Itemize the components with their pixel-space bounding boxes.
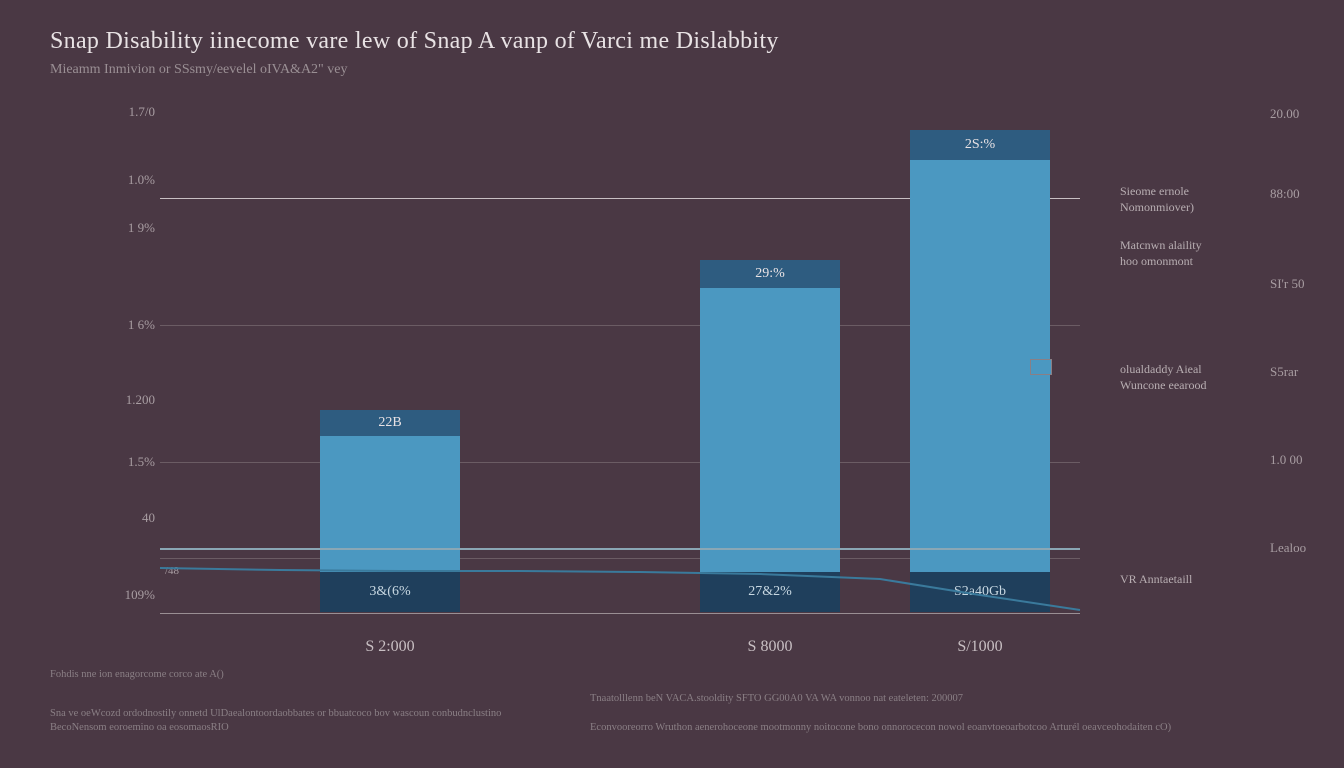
y-left-label: 1.5%	[100, 454, 155, 470]
footnote-left-3: BecoNensom eoroemino oa eosomaosRIO	[50, 721, 229, 735]
footnote-left-2: Sna ve oeWcozd ordodnostily onnetd UlDae…	[50, 707, 501, 721]
legend-swatch	[1030, 359, 1052, 375]
annotation-label: Sieome ernoleNomonmiover)	[1120, 184, 1194, 215]
y-right-label: 88:00	[1270, 186, 1300, 202]
y-right-label: SI'r 50	[1270, 276, 1304, 292]
annotation-label: VR Anntaetaill	[1120, 572, 1192, 588]
footnote-mid-2: Econvooreorro Wruthon aenerohoceone moot…	[590, 721, 1171, 735]
y-left-label: 1.200	[100, 392, 155, 408]
annotation-label: Matcnwn alailityhoo omonmont	[1120, 238, 1202, 269]
footnote-mid-1: Tnaatolllenn beN VACA.stooldity SFTO GG0…	[590, 692, 963, 706]
annotation-label: olualdaddy AiealWuncone eearood	[1120, 362, 1206, 393]
x-axis-label: S/1000	[957, 638, 1002, 656]
y-left-label: 109%	[100, 587, 155, 603]
chart-subtitle: Mieamm Inmivion or SSsmy/eevelel oIVA&A2…	[50, 62, 347, 78]
y-left-label: 1 9%	[100, 220, 155, 236]
y-right-label: S5rar	[1270, 364, 1298, 380]
y-right-label: Lealoo	[1270, 540, 1306, 556]
footnote-left-1: Fohdis nne ion enagorcome corco ate A()	[50, 668, 224, 682]
y-left-label: 1.0%	[100, 172, 155, 188]
plot-area: 1.7/01.0%1 9%1 6%1.2001.5%40109%/4822B3&…	[70, 100, 1080, 620]
page-root: Snap Disability iinecome vare lew of Sna…	[0, 0, 1344, 768]
x-axis-line	[160, 613, 1080, 614]
x-axis-label: S 8000	[748, 638, 793, 656]
y-left-label: 40	[100, 510, 155, 526]
trend-curve	[160, 100, 1080, 612]
y-right-label: 1.0 00	[1270, 452, 1303, 468]
x-axis-label: S 2:000	[365, 638, 414, 656]
chart-title: Snap Disability iinecome vare lew of Sna…	[50, 28, 779, 55]
y-right-label: 20.00	[1270, 106, 1299, 122]
y-left-label: 1.7/0	[100, 104, 155, 120]
y-left-label: 1 6%	[100, 317, 155, 333]
